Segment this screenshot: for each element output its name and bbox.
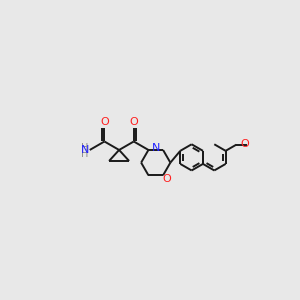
Text: N: N bbox=[152, 143, 160, 153]
Text: H: H bbox=[81, 149, 88, 159]
Text: O: O bbox=[129, 117, 138, 127]
Text: O: O bbox=[163, 174, 171, 184]
Text: O: O bbox=[240, 139, 249, 149]
Text: N: N bbox=[81, 145, 89, 155]
Text: H: H bbox=[81, 143, 88, 153]
Text: O: O bbox=[100, 117, 109, 127]
